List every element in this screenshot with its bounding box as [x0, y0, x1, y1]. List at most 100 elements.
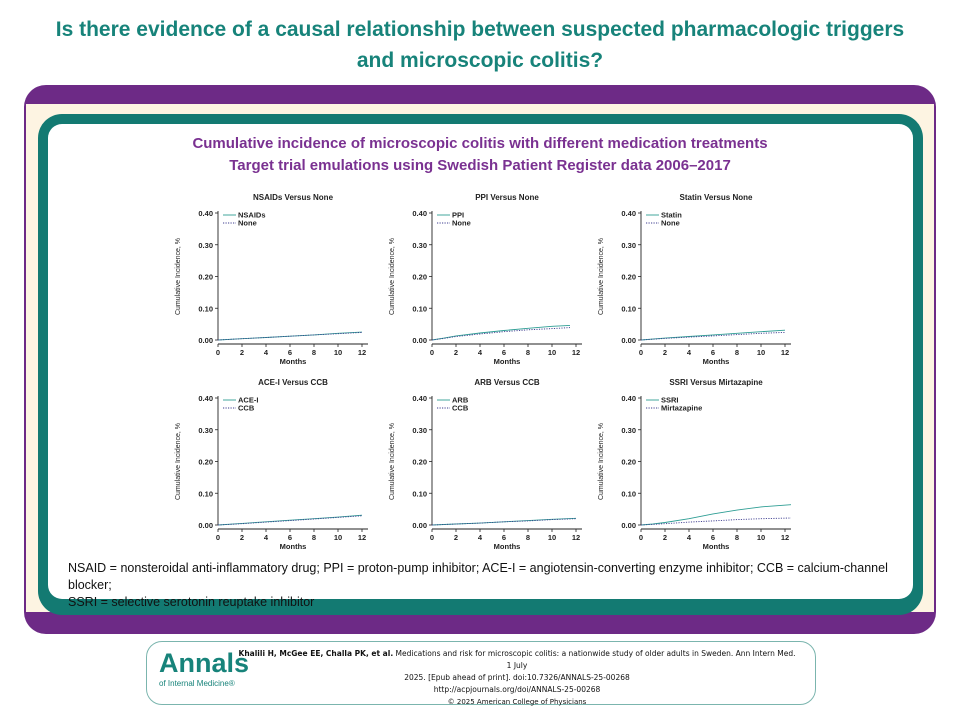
x-tick-label: 8	[312, 533, 316, 542]
x-tick-label: 2	[454, 533, 458, 542]
series-line-mirtazapine	[640, 517, 792, 526]
abbreviations-line-1: NSAID = nonsteroidal anti-inflammatory d…	[68, 561, 888, 592]
y-tick-label: 0.10	[412, 304, 427, 313]
y-tick-label: 0.10	[621, 304, 636, 313]
abbreviations-line-2: SSRI = selective serotonin reuptake inhi…	[68, 595, 315, 609]
x-tick-label: 8	[735, 348, 739, 357]
panel-subtitle-line-2: Target trial emulations using Swedish Pa…	[229, 157, 731, 174]
x-tick-label: 0	[430, 533, 434, 542]
legend-label: ARB	[452, 396, 469, 405]
x-tick-label: 10	[334, 348, 342, 357]
legend-label: ACE-I	[238, 396, 258, 405]
chart-title: ARB Versus CCB	[474, 378, 540, 387]
y-tick-label: 0.00	[621, 336, 636, 345]
y-axis-title: Cumulative Incidence, %	[598, 238, 605, 315]
x-tick-label: 2	[454, 348, 458, 357]
x-tick-label: 4	[264, 533, 269, 542]
y-tick-label: 0.10	[412, 489, 427, 498]
legend-label: NSAIDs	[238, 211, 266, 220]
y-axis-title: Cumulative Incidence, %	[389, 423, 396, 500]
y-tick-label: 0.40	[412, 209, 427, 218]
citation-url[interactable]: http://acpjournals.org/doi/ANNALS-25-002…	[433, 685, 601, 694]
x-axis-title: Months	[703, 542, 730, 551]
citation-text: Khalili H, McGee EE, Challa PK, et al. M…	[237, 648, 797, 708]
y-tick-label: 0.40	[412, 394, 427, 403]
x-tick-label: 12	[358, 348, 366, 357]
y-tick-label: 0.10	[621, 489, 636, 498]
series-line-ssri	[640, 504, 792, 526]
chart-title: SSRI Versus Mirtazapine	[669, 378, 763, 387]
y-axis-title: Cumulative Incidence, %	[389, 238, 396, 315]
x-tick-label: 8	[526, 533, 530, 542]
y-tick-label: 0.40	[198, 394, 213, 403]
y-tick-label: 0.00	[198, 336, 213, 345]
y-tick-label: 0.20	[198, 458, 213, 467]
chart-ace-i-versus-ccb: ACE-I Versus CCB 0.00 0.10 0.20 0.30 0.40 0 2 4 6…	[175, 378, 368, 551]
panel-subtitle-line-1: Cumulative incidence of microscopic coli…	[192, 135, 768, 152]
y-tick-label: 0.30	[198, 241, 213, 250]
x-tick-label: 2	[663, 533, 667, 542]
x-tick-label: 0	[216, 348, 220, 357]
legend-label: Mirtazapine	[661, 404, 702, 413]
x-tick-label: 4	[687, 348, 692, 357]
x-tick-label: 0	[216, 533, 220, 542]
x-tick-label: 2	[240, 348, 244, 357]
citation-box: Annals of Internal Medicine® Khalili H, …	[146, 641, 816, 708]
page-title-line-2: and microscopic colitis?	[356, 49, 604, 72]
legend-label: PPI	[452, 211, 464, 220]
x-tick-label: 0	[639, 533, 643, 542]
x-tick-label: 12	[572, 533, 580, 542]
series-line-ppi	[431, 324, 571, 341]
annals-logo: Annals	[159, 648, 250, 678]
x-tick-label: 4	[478, 348, 483, 357]
y-tick-label: 0.10	[198, 304, 213, 313]
chart-nsaids-versus-none: NSAIDs Versus None 0.00 0.10 0.20 0.30 0.40 0 2…	[175, 193, 368, 366]
legend-label: CCB	[238, 404, 255, 413]
legend-label: CCB	[452, 404, 469, 413]
x-tick-label: 8	[735, 533, 739, 542]
legend-label: Statin	[661, 211, 682, 220]
x-axis-title: Months	[280, 542, 307, 551]
y-tick-label: 0.00	[198, 521, 213, 530]
y-tick-label: 0.30	[621, 426, 636, 435]
y-tick-label: 0.10	[198, 489, 213, 498]
y-tick-label: 0.40	[621, 209, 636, 218]
y-tick-label: 0.30	[198, 426, 213, 435]
legend-label: None	[452, 219, 471, 228]
x-tick-label: 10	[757, 533, 765, 542]
series-line-none	[217, 331, 363, 341]
page-title-line-1: Is there evidence of a causal relationsh…	[55, 18, 905, 41]
series-line-statin	[640, 329, 786, 341]
series-line-ccb	[217, 515, 363, 526]
x-tick-label: 4	[264, 348, 269, 357]
y-tick-label: 0.40	[621, 394, 636, 403]
x-tick-label: 4	[478, 533, 483, 542]
x-tick-label: 6	[502, 533, 506, 542]
x-tick-label: 12	[572, 348, 580, 357]
chart-panel	[48, 124, 913, 599]
x-tick-label: 6	[502, 348, 506, 357]
x-tick-label: 10	[548, 348, 556, 357]
citation-reference: Medications and risk for microscopic col…	[393, 649, 796, 670]
x-tick-label: 12	[358, 533, 366, 542]
x-tick-label: 2	[663, 348, 667, 357]
y-tick-label: 0.00	[412, 336, 427, 345]
x-axis-title: Months	[494, 542, 521, 551]
x-tick-label: 8	[312, 348, 316, 357]
x-axis-title: Months	[703, 357, 730, 366]
y-tick-label: 0.00	[412, 521, 427, 530]
y-tick-label: 0.20	[198, 273, 213, 282]
y-tick-label: 0.30	[412, 426, 427, 435]
y-axis-title: Cumulative Incidence, %	[175, 423, 182, 500]
legend-label: None	[661, 219, 680, 228]
series-line-none	[640, 331, 786, 341]
legend-label: None	[238, 219, 257, 228]
x-tick-label: 10	[757, 348, 765, 357]
y-axis-title: Cumulative Incidence, %	[175, 238, 182, 315]
y-axis-title: Cumulative Incidence, %	[598, 423, 605, 500]
chart-ssri-versus-mirtazapine: SSRI Versus Mirtazapine 0.00 0.10 0.20 0.30 0…	[598, 378, 792, 551]
annals-logo-subtitle: of Internal Medicine®	[159, 679, 235, 688]
citation-line-2: 2025. [Epub ahead of print]. doi:10.7326…	[404, 673, 630, 682]
y-tick-label: 0.40	[198, 209, 213, 218]
y-tick-label: 0.30	[621, 241, 636, 250]
